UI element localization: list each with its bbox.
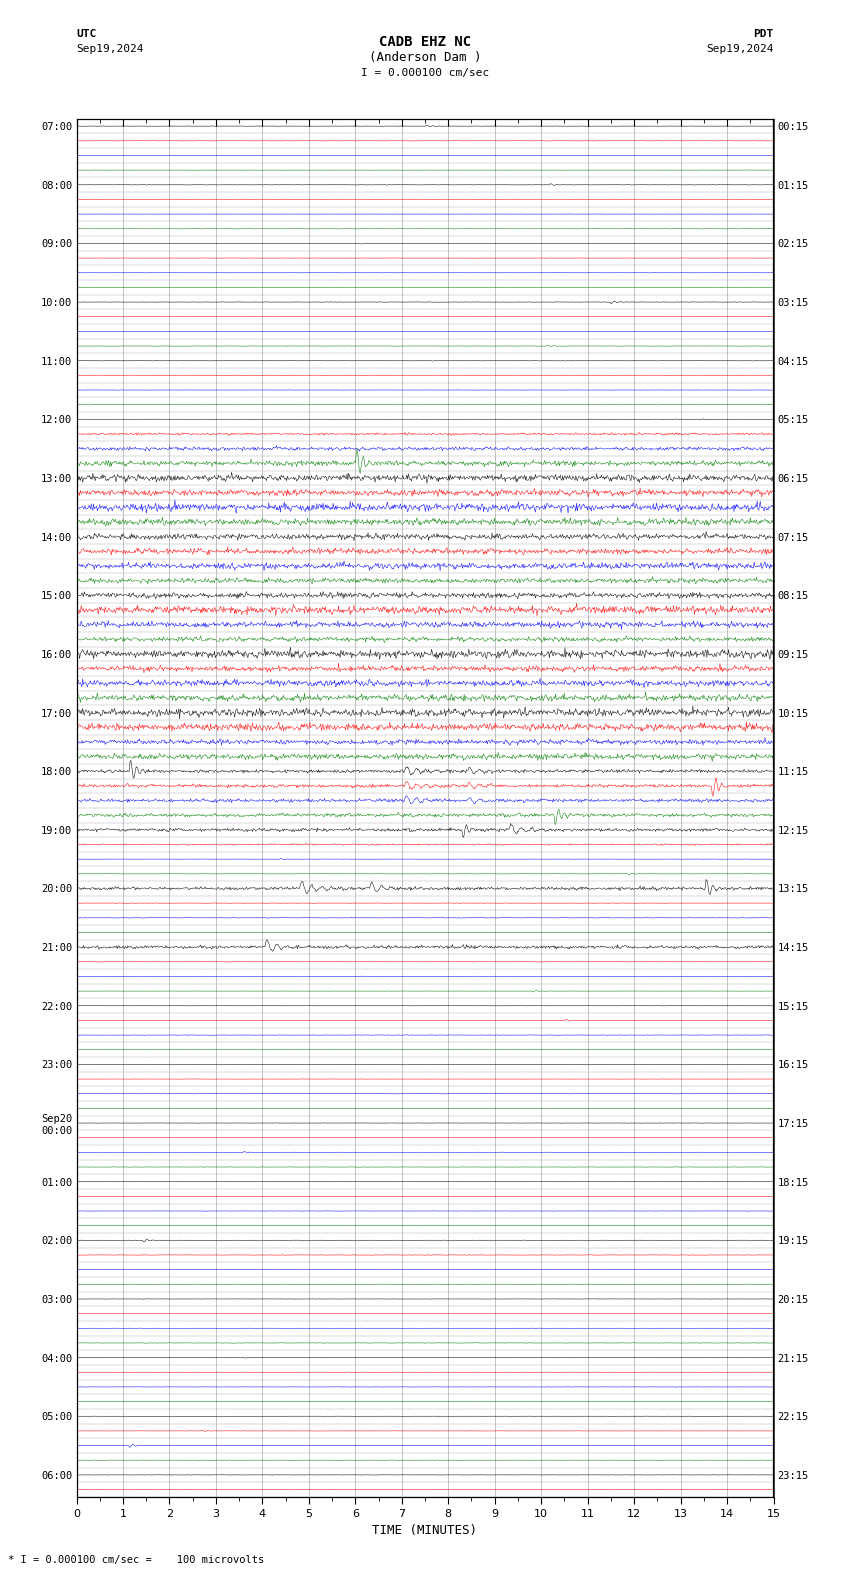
Text: * I = 0.000100 cm/sec =    100 microvolts: * I = 0.000100 cm/sec = 100 microvolts	[8, 1555, 264, 1565]
X-axis label: TIME (MINUTES): TIME (MINUTES)	[372, 1524, 478, 1536]
Text: Sep19,2024: Sep19,2024	[76, 44, 144, 54]
Text: PDT: PDT	[753, 29, 774, 38]
Text: I = 0.000100 cm/sec: I = 0.000100 cm/sec	[361, 68, 489, 78]
Text: (Anderson Dam ): (Anderson Dam )	[369, 51, 481, 63]
Text: UTC: UTC	[76, 29, 97, 38]
Text: Sep19,2024: Sep19,2024	[706, 44, 774, 54]
Text: CADB EHZ NC: CADB EHZ NC	[379, 35, 471, 49]
